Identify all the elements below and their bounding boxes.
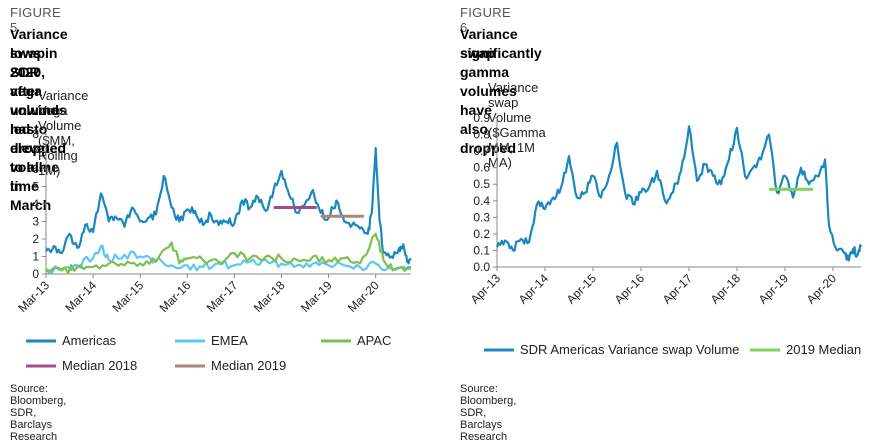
chart-1-series-americas xyxy=(45,146,412,265)
chart-1-x-tick-label: Mar-16 xyxy=(157,278,194,315)
chart-2-y-tick-label: 0.6 xyxy=(473,161,490,175)
chart-2-legend-label: SDR Americas Variance swap Volume xyxy=(520,342,739,357)
chart-2-x-tick-label: Apr-15 xyxy=(564,271,600,307)
figure-5-number: FIGURE 5 xyxy=(10,5,61,35)
chart-1-x-tick-label: Mar-17 xyxy=(204,278,241,315)
chart-1-legend-label: EMEA xyxy=(211,333,248,348)
figure-5-title-line-1: Variance swap SDR vega volume has droppe… xyxy=(10,26,68,194)
chart-1-x-tick-label: Mar-15 xyxy=(110,278,147,315)
chart-2-y-tick-label: 0.9 xyxy=(473,111,490,125)
figure-5-title-line-2: lows in 2020, after unwinds led to eleva… xyxy=(10,45,67,213)
figure-6-title-line-2: significantly xyxy=(460,45,542,61)
chart-1-series-apac xyxy=(45,232,412,275)
chart-2-title: Variance swap Volume ($Gamma MM, 1M MA) xyxy=(488,80,546,170)
chart-2-x-tick-label: Apr-17 xyxy=(660,271,696,307)
chart-1-x-tick-label: Mar-19 xyxy=(298,278,335,315)
chart-2-x-tick-label: Apr-14 xyxy=(516,271,552,307)
chart-1-y-tick-label: 0 xyxy=(32,267,39,281)
chart-1-y-tick-label: 2 xyxy=(32,232,39,246)
chart-2-x-tick-label: Apr-19 xyxy=(756,271,792,307)
chart-1-legend-label: Median 2019 xyxy=(211,358,286,373)
chart-2-y-tick-label: 0.5 xyxy=(473,177,490,191)
chart-1-x-tick-label: Mar-18 xyxy=(251,278,288,315)
chart-1-legend-label: APAC xyxy=(357,333,391,348)
chart-1-x-tick-label: Mar-13 xyxy=(15,278,52,315)
chart-2-y-tick-label: 0.7 xyxy=(473,144,490,158)
charts-canvas: 0 1 2 3 4 5 6 7 8 Mar-13 Mar-14 Mar-15 Mar-16 Mar-17 M… xyxy=(15,111,863,373)
chart-2-y-tick-label: 0.8 xyxy=(473,128,490,142)
figure-6-title-line-1: Variance swap gamma volumes have also dr… xyxy=(460,26,518,156)
chart-1-x-tick-label: Mar-14 xyxy=(62,278,99,315)
chart-1-title: Variance Vega Volume ($MM, Rolling 1M) xyxy=(38,88,89,178)
chart-1-y-tick-label: 4 xyxy=(32,197,39,211)
chart-2-x-tick-label: Apr-20 xyxy=(804,271,840,307)
chart-2-x-tick-label: Apr-18 xyxy=(708,271,744,307)
chart-1-y-tick-label: 3 xyxy=(32,215,39,229)
chart-1-legend-label: Median 2018 xyxy=(62,358,137,373)
chart-1-y-tick-label: 1 xyxy=(32,250,39,264)
figure-6-number: FIGURE 6 xyxy=(460,5,511,35)
chart-1-y-tick-label: 8 xyxy=(32,127,39,141)
chart-2-y-tick-label: 0.3 xyxy=(473,210,490,224)
chart-2-series-sdr-americas-variance-swap-volume xyxy=(495,125,863,262)
chart-2-y-tick-label: 0.4 xyxy=(473,194,490,208)
chart-2-y-tick-label: 0.1 xyxy=(473,243,490,257)
chart-1-y-tick-label: 7 xyxy=(32,145,39,159)
chart-1-y-tick-label: 5 xyxy=(32,180,39,194)
chart-1-series-emea xyxy=(45,244,412,274)
chart-1-legend-label: Americas xyxy=(62,333,117,348)
chart-1-x-tick-label: Mar-20 xyxy=(345,278,382,315)
chart-1-y-tick-label: 6 xyxy=(32,162,39,176)
chart-2-x-tick-label: Apr-16 xyxy=(612,271,648,307)
chart-2-x-tick-label: Apr-13 xyxy=(468,271,504,307)
chart-2-y-tick-label: 0.0 xyxy=(473,260,490,274)
chart-2-y-tick-label: 0.2 xyxy=(473,227,490,241)
chart-2-legend-label: 2019 Median xyxy=(786,342,861,357)
